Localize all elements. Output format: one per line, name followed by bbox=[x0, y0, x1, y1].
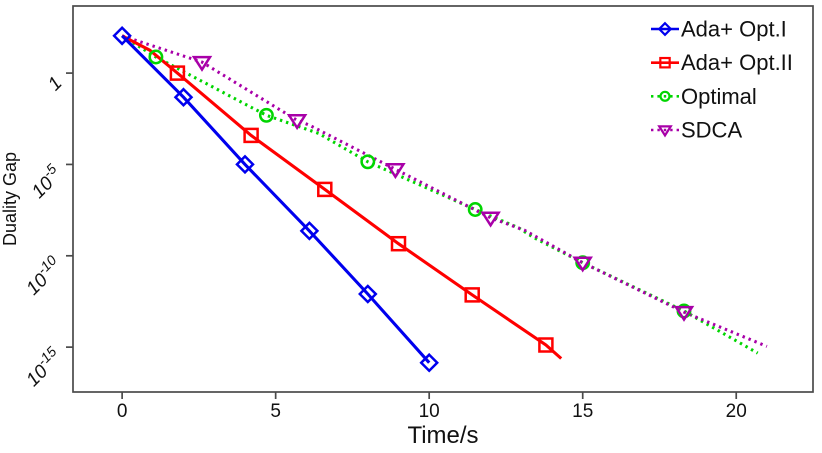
series-line-optimal bbox=[121, 34, 759, 355]
circle-marker-icon bbox=[148, 49, 164, 65]
circle-marker-icon bbox=[467, 202, 483, 217]
legend-item-optimal: Optimal bbox=[651, 84, 757, 109]
y-tick-label: 10-10 bbox=[19, 252, 67, 300]
square-marker-icon bbox=[464, 287, 480, 303]
legend-item-label: Ada+ Opt.II bbox=[681, 50, 793, 75]
series-line-sdca bbox=[121, 34, 768, 348]
legend-item-label: SDCA bbox=[681, 118, 742, 143]
y-axis-label: Duality Gap bbox=[0, 152, 20, 246]
triangle-down-marker-icon bbox=[286, 114, 308, 131]
square-marker-icon bbox=[169, 65, 186, 81]
x-tick-label: 5 bbox=[270, 401, 281, 422]
triangle-down-marker-icon bbox=[191, 55, 213, 72]
square-marker-icon bbox=[243, 127, 259, 144]
y-tick-label: 10-15 bbox=[19, 343, 67, 391]
series-line-ada-opt-ii bbox=[121, 34, 563, 360]
series-markers-sdca bbox=[191, 55, 695, 322]
plot-frame bbox=[72, 5, 814, 393]
x-tick-label: 10 bbox=[419, 401, 440, 422]
square-marker-icon bbox=[538, 337, 554, 353]
diamond-marker-icon bbox=[419, 352, 439, 373]
series-line-ada-opt-i bbox=[121, 34, 431, 364]
diamond-marker-icon bbox=[235, 154, 255, 175]
circle-marker-icon bbox=[360, 154, 376, 170]
square-marker-icon bbox=[390, 235, 407, 252]
triangle-down-marker-icon bbox=[657, 125, 673, 138]
circle-marker-icon bbox=[659, 90, 671, 102]
series-markers-ada-opt-ii bbox=[169, 65, 554, 353]
x-tick-label: 20 bbox=[726, 401, 747, 422]
y-tick-label-base: 1 bbox=[44, 73, 66, 95]
x-tick-label: 0 bbox=[117, 401, 128, 422]
legend-item-label: Ada+ Opt.I bbox=[681, 17, 787, 42]
triangle-down-marker-icon bbox=[673, 305, 695, 322]
triangle-down-marker-icon bbox=[480, 211, 501, 228]
legend-item-ada-opt-ii: Ada+ Opt.II bbox=[651, 50, 793, 75]
triangle-down-marker-icon bbox=[385, 163, 406, 180]
diamond-marker-icon bbox=[657, 21, 673, 37]
triangle-down-marker-icon bbox=[572, 256, 593, 273]
y-tick-label: 10-5 bbox=[24, 160, 66, 202]
series-markers-ada-opt-i bbox=[112, 26, 439, 373]
legend-item-sdca: SDCA bbox=[651, 118, 742, 143]
legend-item-label: Optimal bbox=[681, 84, 757, 109]
x-axis-label: Time/s bbox=[407, 422, 478, 449]
square-marker-icon bbox=[659, 56, 671, 69]
diamond-marker-icon bbox=[173, 87, 194, 107]
square-marker-icon bbox=[317, 181, 333, 198]
diamond-marker-icon bbox=[112, 26, 132, 46]
x-tick-label: 15 bbox=[572, 401, 593, 422]
y-tick-label: 1 bbox=[44, 73, 66, 95]
diamond-marker-icon bbox=[299, 221, 320, 241]
legend-item-ada-opt-i: Ada+ Opt.I bbox=[651, 17, 787, 42]
circle-marker-icon bbox=[258, 107, 274, 123]
diamond-marker-icon bbox=[358, 284, 378, 304]
